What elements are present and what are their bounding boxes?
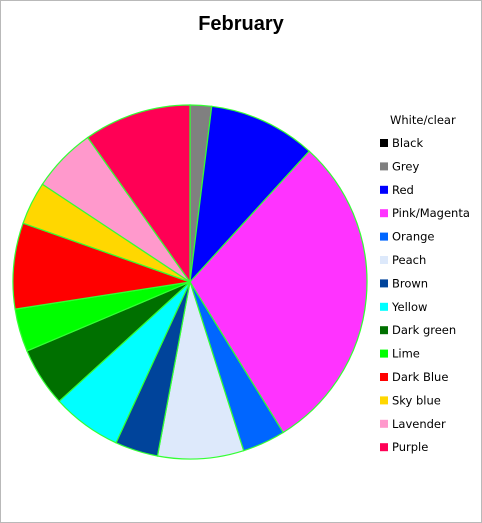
legend-label-lime: Lime: [392, 347, 420, 361]
legend-swatch-grey: [380, 162, 388, 171]
legend-swatch-black: [380, 139, 388, 147]
legend-swatch-lime: [380, 349, 388, 358]
legend-label-black: Black: [392, 136, 423, 150]
legend-label-lavender: Lavender: [392, 417, 446, 431]
legend-header: White/clear: [390, 113, 456, 127]
legend-swatch-brown: [380, 279, 388, 288]
legend-label-purple: Purple: [392, 440, 428, 454]
legend-label-dark-blue: Dark Blue: [392, 370, 448, 384]
legend-swatch-red: [380, 185, 388, 194]
legend-label-peach: Peach: [392, 253, 426, 267]
legend-swatch-peach: [380, 256, 388, 264]
pie-slice-red: [189, 105, 311, 284]
legend: White/clear Black Grey Red Pink/Magenta Oran…: [380, 113, 470, 454]
legend-label-dark-green: Dark green: [392, 323, 456, 337]
legend-swatch-orange: [380, 232, 388, 241]
legend-swatch-purple: [380, 443, 388, 452]
legend-swatch-yellow: [380, 302, 388, 311]
pie-slice-purple: [86, 104, 191, 284]
chart-title: February: [198, 13, 284, 35]
legend-label-orange: Orange: [392, 230, 435, 244]
legend-swatch-dark-green: [380, 326, 388, 335]
legend-label-pink-magenta: Pink/Magenta: [392, 206, 470, 220]
legend-label-brown: Brown: [392, 276, 428, 290]
legend-swatch-sky-blue: [380, 396, 388, 405]
pie-slice-pink-magenta: [189, 150, 368, 434]
legend-label-grey: Grey: [392, 159, 419, 173]
legend-swatch-pink-magenta: [380, 209, 388, 218]
legend-label-yellow: Yellow: [391, 300, 427, 314]
legend-label-sky-blue: Sky blue: [392, 393, 441, 407]
legend-label-red: Red: [392, 183, 414, 197]
legend-swatch-lavender: [380, 419, 388, 428]
pie-slices: [12, 104, 368, 460]
legend-swatch-dark-blue: [380, 373, 388, 381]
